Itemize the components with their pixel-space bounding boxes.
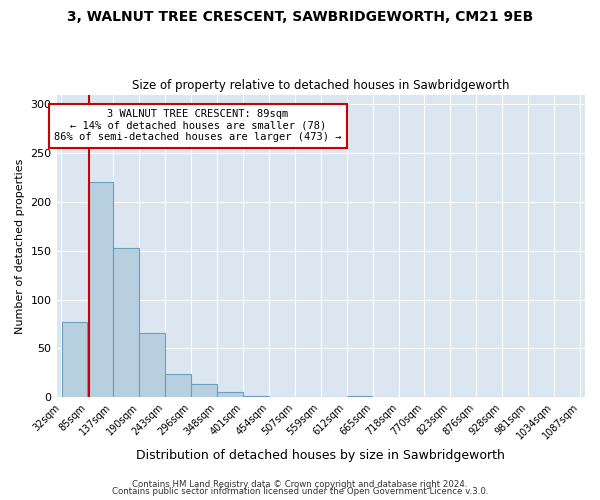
Bar bbox=[243, 396, 269, 397]
Text: 3 WALNUT TREE CRESCENT: 89sqm
← 14% of detached houses are smaller (78)
86% of s: 3 WALNUT TREE CRESCENT: 89sqm ← 14% of d… bbox=[55, 109, 342, 142]
Bar bbox=[166, 374, 191, 397]
Text: Contains HM Land Registry data © Crown copyright and database right 2024.: Contains HM Land Registry data © Crown c… bbox=[132, 480, 468, 489]
Bar bbox=[347, 396, 373, 397]
X-axis label: Distribution of detached houses by size in Sawbridgeworth: Distribution of detached houses by size … bbox=[136, 450, 505, 462]
Y-axis label: Number of detached properties: Number of detached properties bbox=[15, 158, 25, 334]
Bar bbox=[217, 392, 242, 397]
Bar bbox=[88, 182, 113, 397]
Bar bbox=[191, 384, 217, 397]
Title: Size of property relative to detached houses in Sawbridgeworth: Size of property relative to detached ho… bbox=[132, 79, 509, 92]
Text: 3, WALNUT TREE CRESCENT, SAWBRIDGEWORTH, CM21 9EB: 3, WALNUT TREE CRESCENT, SAWBRIDGEWORTH,… bbox=[67, 10, 533, 24]
Bar bbox=[113, 248, 139, 397]
Bar bbox=[139, 332, 165, 397]
Bar bbox=[62, 322, 88, 397]
Text: Contains public sector information licensed under the Open Government Licence v.: Contains public sector information licen… bbox=[112, 488, 488, 496]
